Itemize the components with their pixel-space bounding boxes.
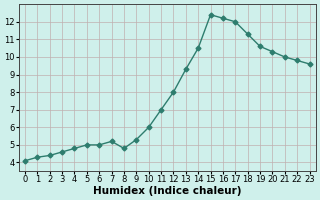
X-axis label: Humidex (Indice chaleur): Humidex (Indice chaleur) [93, 186, 242, 196]
